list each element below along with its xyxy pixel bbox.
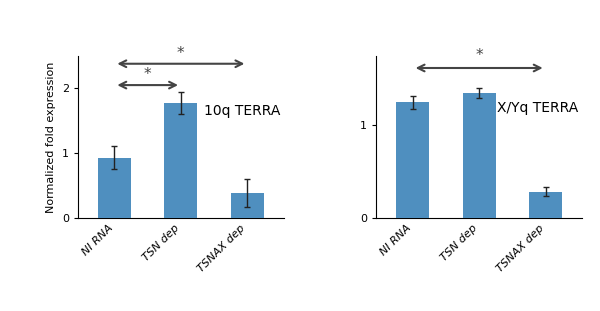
Text: X/Yq TERRA: X/Yq TERRA [497, 101, 578, 115]
Bar [529, 192, 562, 218]
Text: *: * [475, 49, 483, 63]
Y-axis label: Normalized fold expression: Normalized fold expression [46, 61, 56, 212]
Bar [396, 102, 430, 218]
Bar [230, 193, 264, 218]
Text: 10q TERRA: 10q TERRA [204, 104, 280, 118]
Bar [463, 93, 496, 218]
Text: *: * [144, 67, 151, 82]
Bar [98, 158, 131, 218]
Bar [164, 103, 197, 218]
Text: *: * [177, 45, 185, 61]
